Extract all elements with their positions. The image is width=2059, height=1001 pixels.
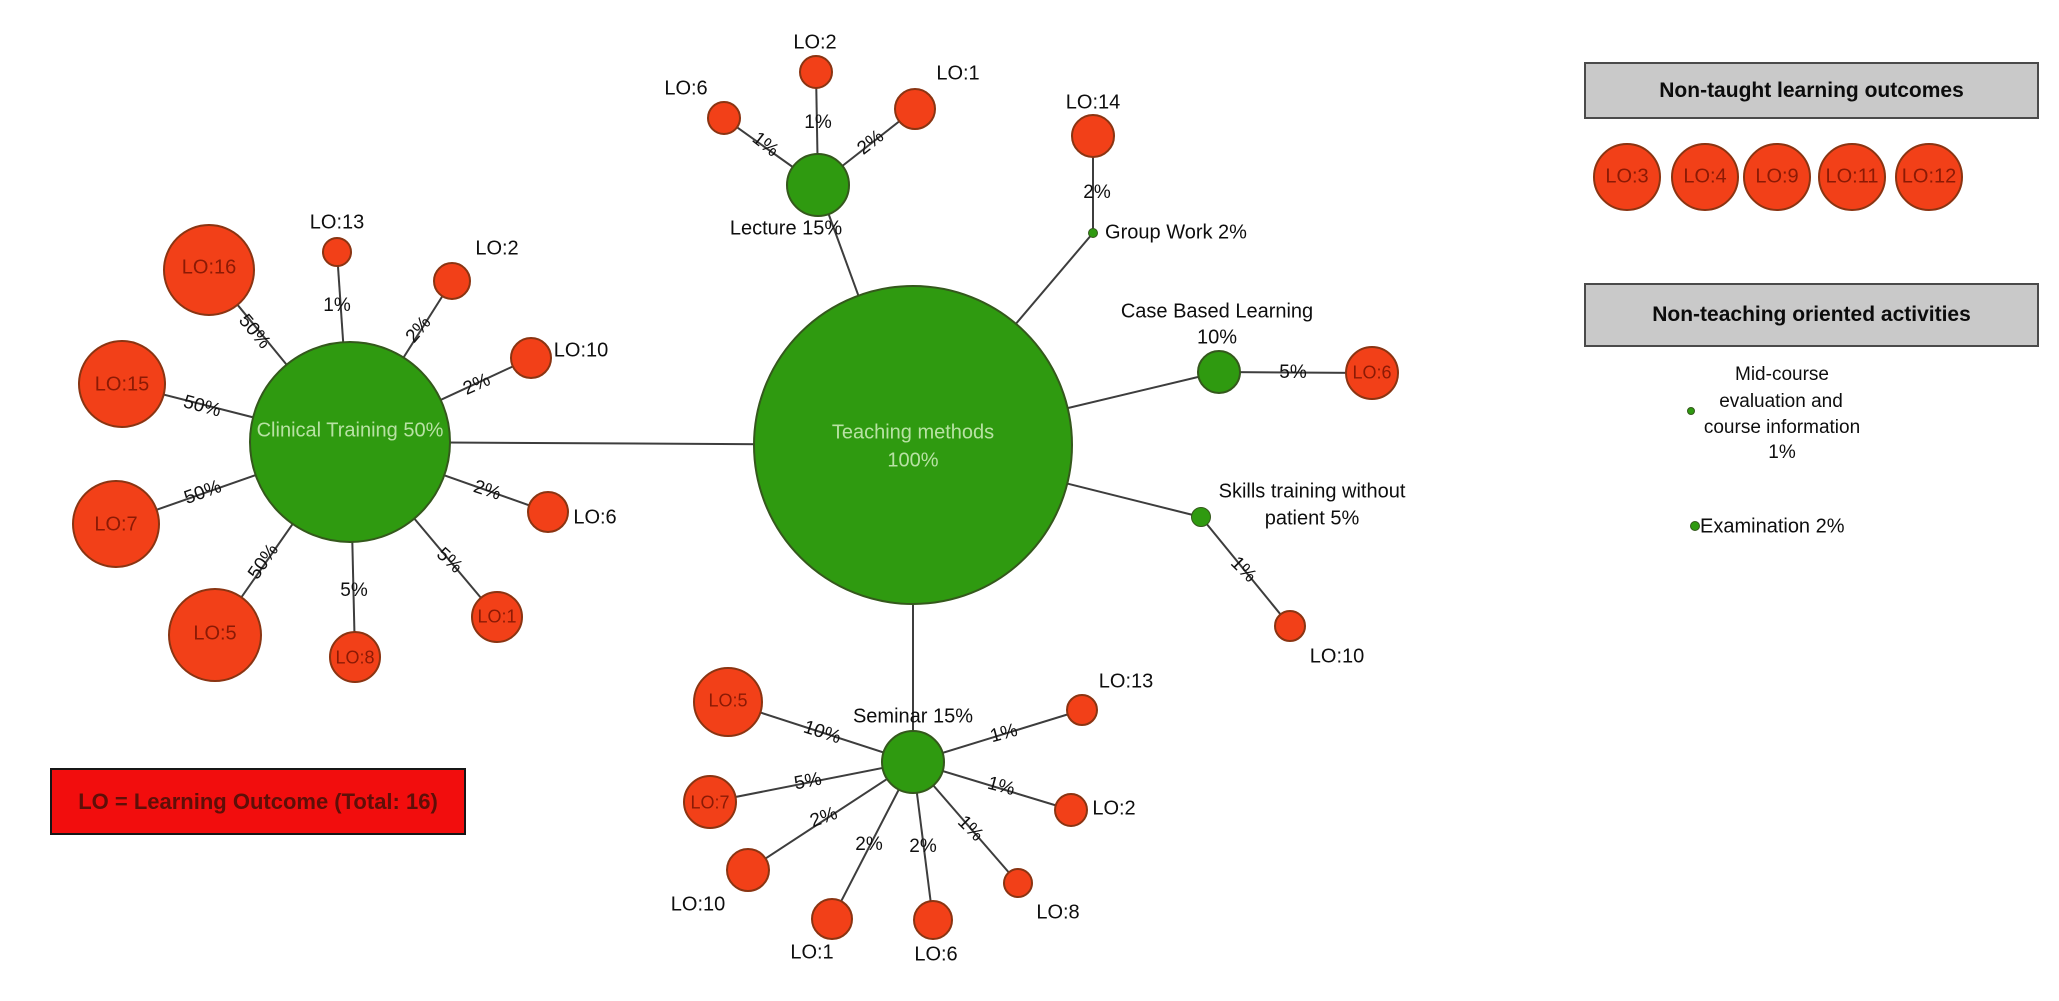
edge-pct-lecture-lo2: 1%: [804, 112, 832, 133]
edge-pct-lo14: 2%: [1083, 182, 1111, 203]
seminar-lo10-label: LO:10: [670, 893, 726, 916]
lo14-label: LO:14: [1065, 91, 1121, 114]
lo3-label: LO:3: [1605, 165, 1649, 188]
node-clinical-lo6: [527, 491, 569, 533]
node-lecture-lo2: [799, 55, 833, 89]
node-midcourse-evaluation: [1687, 407, 1695, 415]
lo9-label: LO:9: [1755, 165, 1799, 188]
midcourse-line4: 1%: [1768, 442, 1796, 464]
clinical-lo6-label: LO:6: [573, 506, 617, 529]
seminar-lo2-label: LO:2: [1092, 797, 1136, 820]
legend-box: LO = Learning Outcome (Total: 16): [50, 768, 466, 835]
node-clinical-lo13: [322, 237, 352, 267]
node-group-work: [1088, 228, 1098, 238]
teaching-label-line2: 100%: [887, 449, 939, 472]
seminar-lo13-label: LO:13: [1098, 670, 1154, 693]
seminar-lo8-label: LO:8: [1036, 901, 1080, 924]
teaching-label-line1: Teaching methods: [831, 421, 995, 444]
lecture-lo2-label: LO:2: [793, 31, 837, 54]
node-seminar: [881, 730, 945, 794]
clinical-lo8-label: LO:8: [335, 647, 375, 668]
node-seminar-lo2: [1054, 793, 1088, 827]
clinical-lo10-label: LO:10: [553, 339, 609, 362]
examination-label: Examination 2%: [1700, 515, 1845, 538]
node-examination: [1690, 521, 1700, 531]
non-teaching-title: Non-teaching oriented activities: [1652, 303, 1971, 326]
clinical-lo1-label: LO:1: [477, 606, 517, 627]
clinical-lo15-label: LO:15: [94, 373, 150, 396]
node-clinical-lo1: [471, 591, 523, 643]
node-seminar-lo5: [693, 667, 763, 737]
node-clinical-lo7: [72, 480, 160, 568]
seminar-lo6-label: LO:6: [914, 943, 958, 966]
lo11-label: LO:11: [1825, 165, 1879, 188]
midcourse-line1: Mid-course: [1735, 364, 1829, 386]
clinical-label: Clinical Training 50%: [256, 419, 444, 442]
node-seminar-lo1: [811, 898, 853, 940]
node-lo3: [1593, 143, 1661, 211]
skills-label-line2: patient 5%: [1264, 507, 1360, 530]
non-teaching-header: Non-teaching oriented activities: [1584, 283, 2039, 347]
node-seminar-lo7: [683, 775, 737, 829]
node-clinical-lo10: [510, 337, 552, 379]
node-lo9: [1743, 143, 1811, 211]
seminar-lo5-label: LO:5: [708, 690, 748, 711]
lo4-label: LO:4: [1683, 165, 1727, 188]
edge-pct-case-lo6: 5%: [1279, 362, 1307, 383]
group-work-label: Group Work 2%: [1105, 221, 1247, 244]
case-based-label-line1: Case Based Learning: [1120, 300, 1314, 323]
node-seminar-lo13: [1066, 694, 1098, 726]
node-clinical-lo5: [168, 588, 262, 682]
lecture-label: Lecture 15%: [729, 217, 843, 240]
edge-pct-clinical-lo13: 1%: [323, 295, 351, 316]
seminar-lo1-label: LO:1: [790, 941, 834, 964]
lo12-label: LO:12: [1901, 165, 1957, 188]
edge-pct-seminar-lo6: 2%: [909, 836, 937, 857]
edge-pct-clinical-lo8: 5%: [340, 580, 368, 601]
node-clinical-lo16: [163, 224, 255, 316]
node-lecture-lo6: [707, 101, 741, 135]
lecture-lo1-label: LO:1: [936, 62, 980, 85]
node-lo4: [1671, 143, 1739, 211]
skills-lo10-label: LO:10: [1309, 645, 1365, 668]
non-taught-header: Non-taught learning outcomes: [1584, 62, 2039, 119]
legend-label: LO = Learning Outcome (Total: 16): [78, 788, 438, 814]
clinical-lo5-label: LO:5: [193, 622, 237, 645]
node-skills-training: [1191, 507, 1211, 527]
node-clinical-training: [249, 341, 451, 543]
clinical-lo7-label: LO:7: [94, 513, 138, 536]
non-taught-title: Non-taught learning outcomes: [1659, 78, 1964, 102]
lecture-lo6-label: LO:6: [664, 77, 708, 100]
node-clinical-lo2: [433, 262, 471, 300]
node-case-based-learning: [1197, 350, 1241, 394]
case-lo6-label: LO:6: [1352, 362, 1392, 383]
seminar-lo7-label: LO:7: [690, 792, 730, 813]
seminar-label: Seminar 15%: [852, 705, 974, 728]
clinical-lo2-label: LO:2: [475, 237, 519, 260]
midcourse-line3: course information: [1703, 417, 1861, 439]
skills-label-line1: Skills training without: [1218, 480, 1406, 503]
node-seminar-lo10: [726, 848, 770, 892]
clinical-lo13-label: LO:13: [309, 211, 365, 234]
node-lecture: [786, 153, 850, 217]
node-lo12: [1895, 143, 1963, 211]
node-clinical-lo15: [78, 340, 166, 428]
node-clinical-lo8: [329, 631, 381, 683]
edge-pct-seminar-lo1: 2%: [855, 834, 883, 855]
node-seminar-lo6: [913, 900, 953, 940]
node-seminar-lo8: [1003, 868, 1033, 898]
node-case-lo6: [1345, 346, 1399, 400]
node-lo11: [1818, 143, 1886, 211]
clinical-lo16-label: LO:16: [181, 256, 237, 279]
node-lo14: [1071, 114, 1115, 158]
node-teaching-methods: [753, 285, 1073, 605]
node-lecture-lo1: [894, 88, 936, 130]
case-based-label-line2: 10%: [1196, 326, 1238, 349]
node-skills-lo10: [1274, 610, 1306, 642]
midcourse-line2: evaluation and: [1719, 391, 1843, 413]
